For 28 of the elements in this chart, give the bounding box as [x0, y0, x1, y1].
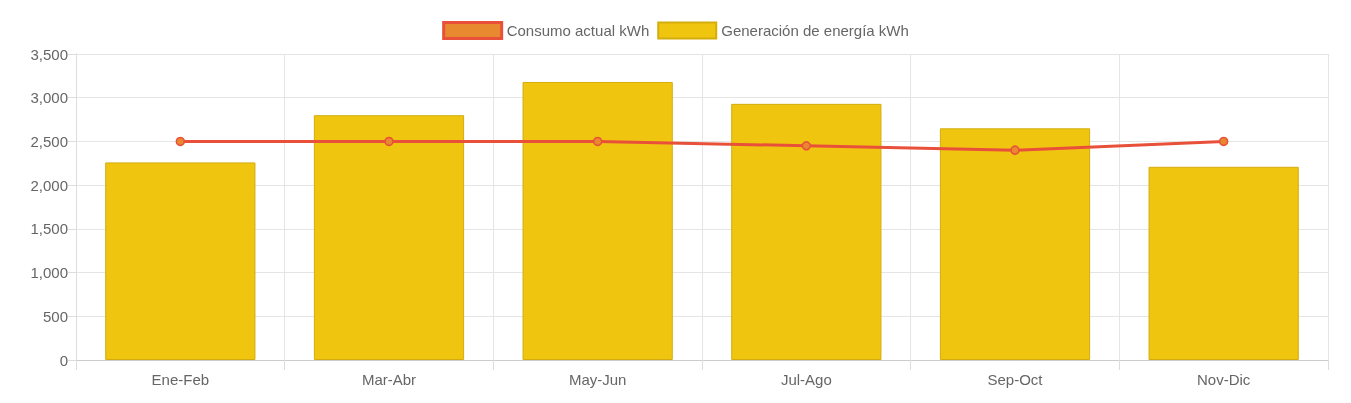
bar	[105, 162, 256, 360]
x-tick-label: Mar-Abr	[361, 371, 417, 388]
y-tick-label: 3,000	[30, 89, 68, 107]
y-tick-label: 2,000	[30, 176, 68, 194]
point	[801, 141, 812, 151]
x-tick-label: Ene-Feb	[151, 371, 210, 388]
point	[175, 136, 186, 147]
y-tick-label: 1,500	[30, 220, 68, 238]
bar	[522, 81, 673, 360]
y-tick-label: 2,500	[30, 132, 68, 150]
y-tick-label: 0	[59, 351, 68, 369]
legend-label: Consumo actual kWh	[506, 22, 650, 39]
bar	[731, 103, 882, 360]
point	[1218, 136, 1229, 147]
y-tick-label: 1,000	[30, 264, 68, 282]
x-tick-label: May-Jun	[568, 371, 627, 388]
x-tick-label: Sep-Oct	[987, 371, 1044, 388]
point	[592, 136, 603, 147]
point	[1010, 145, 1020, 155]
legend-label: Generación de energía kWh	[721, 22, 909, 39]
bar	[1148, 166, 1299, 360]
y-tick-label: 3,500	[30, 45, 68, 63]
x-tick-label: Jul-Ago	[780, 371, 832, 388]
x-tick-label: Nov-Dic	[1196, 371, 1251, 388]
y-tick-label: 500	[42, 307, 68, 325]
bar	[313, 115, 465, 360]
point	[384, 136, 394, 147]
bar	[939, 128, 1091, 360]
